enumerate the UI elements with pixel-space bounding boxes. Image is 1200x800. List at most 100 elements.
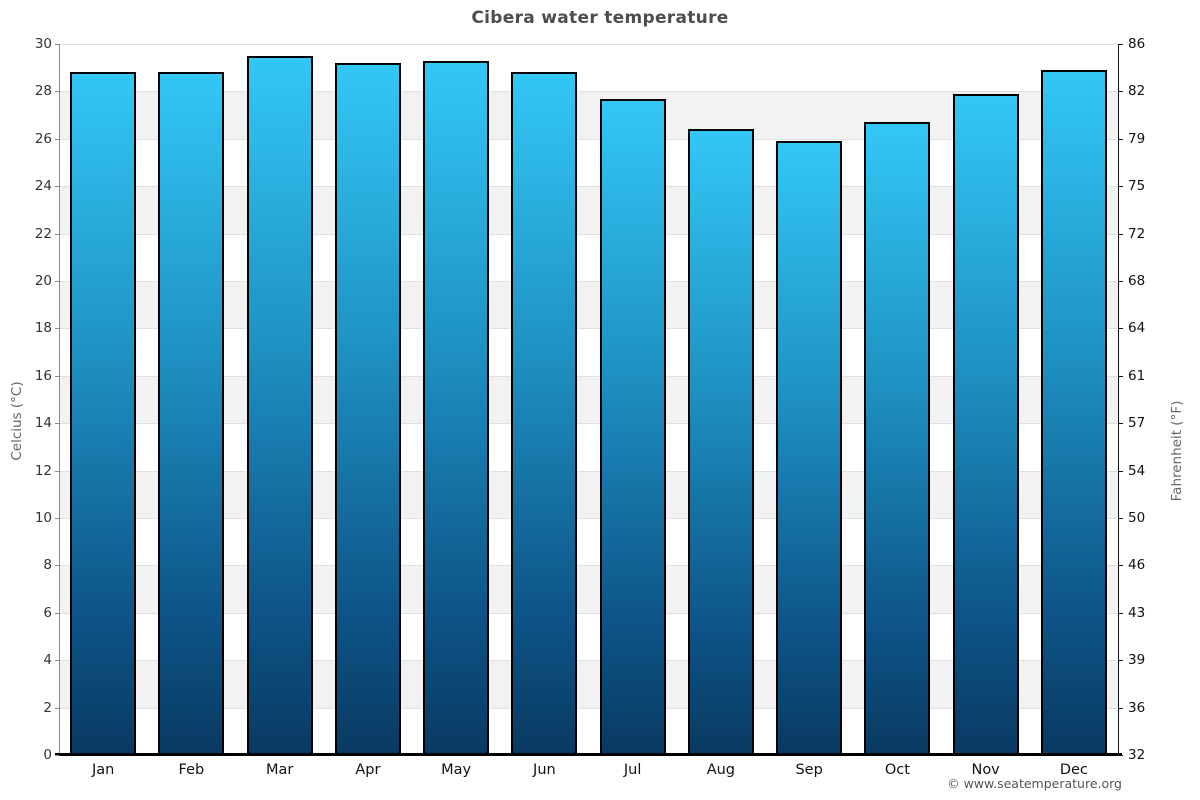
x-tick-mar: Mar (265, 762, 294, 778)
bar-oct (864, 122, 931, 755)
y-tick-left: 10 (34, 510, 52, 526)
y-tick-left: 16 (34, 367, 52, 384)
y-tick-right: 57 (1128, 415, 1146, 432)
y-tick-mark-left (55, 707, 59, 709)
bar-jan (70, 72, 137, 755)
y-tick-left: 4 (43, 652, 52, 669)
gridline (59, 470, 1118, 472)
bar-nov (952, 93, 1019, 755)
y-tick-mark-left (55, 233, 59, 235)
y-tick-right: 82 (1128, 83, 1146, 100)
gridline (59, 518, 1118, 519)
y-tick-left: 0 (43, 747, 52, 763)
y-tick-right: 54 (1128, 462, 1146, 479)
y-tick-mark-right (1118, 518, 1123, 519)
y-tick-mark-right (1118, 707, 1123, 709)
x-tick-nov: Nov (971, 762, 1000, 778)
gridline (59, 186, 1118, 188)
y-tick-mark-left (55, 612, 59, 614)
background-band (59, 281, 1118, 329)
y-tick-left: 14 (34, 415, 52, 432)
y-tick-left: 22 (34, 225, 52, 242)
background-band (59, 660, 1118, 708)
gridline (59, 423, 1118, 425)
y-tick-mark-right (1118, 755, 1123, 756)
y-tick-left: 8 (43, 557, 52, 574)
y-tick-mark-right (1118, 660, 1123, 662)
bar-mar (246, 55, 313, 755)
background-band (59, 612, 1118, 661)
y-tick-mark-right (1118, 423, 1123, 425)
bar-aug (687, 129, 754, 755)
y-tick-mark-left (55, 660, 59, 662)
y-tick-left: 6 (43, 604, 52, 621)
background-band (59, 233, 1118, 281)
gridline (59, 612, 1118, 614)
gridline (59, 565, 1118, 567)
y-tick-mark-left (55, 281, 59, 282)
bar-dec (1040, 70, 1107, 755)
y-tick-right: 72 (1128, 225, 1146, 242)
y-tick-left: 24 (34, 178, 52, 195)
y-tick-right: 46 (1128, 557, 1146, 574)
y-tick-right: 36 (1128, 699, 1146, 716)
x-tick-jul: Jul (623, 762, 642, 778)
y-tick-right: 68 (1128, 273, 1146, 289)
y-tick-mark-left (55, 328, 59, 330)
y-tick-mark-left (55, 423, 59, 425)
y-tick-right: 43 (1128, 604, 1146, 621)
y-tick-mark-left (55, 186, 59, 188)
y-tick-mark-right (1118, 328, 1123, 330)
gridline (59, 44, 1118, 45)
y-tick-mark-left (55, 91, 59, 93)
gridline (59, 233, 1118, 235)
copyright-footer: © www.seatemperature.org (947, 776, 1122, 791)
y-axis-right-line (1118, 44, 1119, 755)
plot-area (59, 44, 1118, 755)
x-tick-sep: Sep (795, 762, 823, 778)
y-tick-mark-right (1118, 44, 1123, 45)
bar-jun (511, 72, 578, 755)
x-tick-feb: Feb (178, 762, 205, 778)
bar-may (423, 60, 490, 755)
x-tick-oct: Oct (884, 762, 910, 778)
y-axis-left-title: Celcius (°C) (9, 381, 25, 461)
background-band (59, 470, 1118, 518)
x-tick-dec: Dec (1059, 762, 1088, 778)
y-tick-left: 18 (34, 320, 52, 337)
gridline (59, 138, 1118, 140)
y-tick-mark-left (55, 375, 59, 377)
y-tick-right: 86 (1128, 36, 1146, 52)
y-tick-mark-right (1118, 91, 1123, 93)
background-band (59, 565, 1118, 613)
background-band (59, 186, 1118, 234)
background-band (59, 44, 1118, 92)
gridline (59, 375, 1118, 377)
y-tick-left: 28 (34, 83, 52, 100)
y-tick-left: 12 (34, 462, 52, 479)
bar-jul (599, 98, 666, 755)
x-tick-apr: Apr (355, 762, 381, 778)
y-tick-mark-right (1118, 612, 1123, 614)
y-tick-right: 75 (1128, 178, 1146, 195)
x-tick-may: May (441, 762, 472, 778)
background-band (59, 328, 1118, 376)
gridline (59, 328, 1118, 330)
background-band (59, 518, 1118, 566)
y-tick-mark-right (1118, 470, 1123, 472)
gridline (59, 91, 1118, 93)
y-tick-mark-left (55, 755, 59, 756)
y-tick-mark-right (1118, 233, 1123, 235)
x-axis-baseline (55, 753, 1122, 756)
bar-sep (776, 141, 843, 755)
y-tick-right: 50 (1128, 510, 1146, 526)
chart-title: Cibera water temperature (471, 8, 729, 28)
y-axis-left-line (59, 44, 60, 755)
background-band (59, 707, 1118, 755)
y-tick-left: 20 (34, 273, 52, 289)
y-tick-right: 32 (1128, 747, 1146, 763)
gridline (59, 707, 1118, 709)
y-tick-left: 2 (43, 699, 52, 716)
y-tick-mark-left (55, 44, 59, 45)
gridline (59, 660, 1118, 662)
